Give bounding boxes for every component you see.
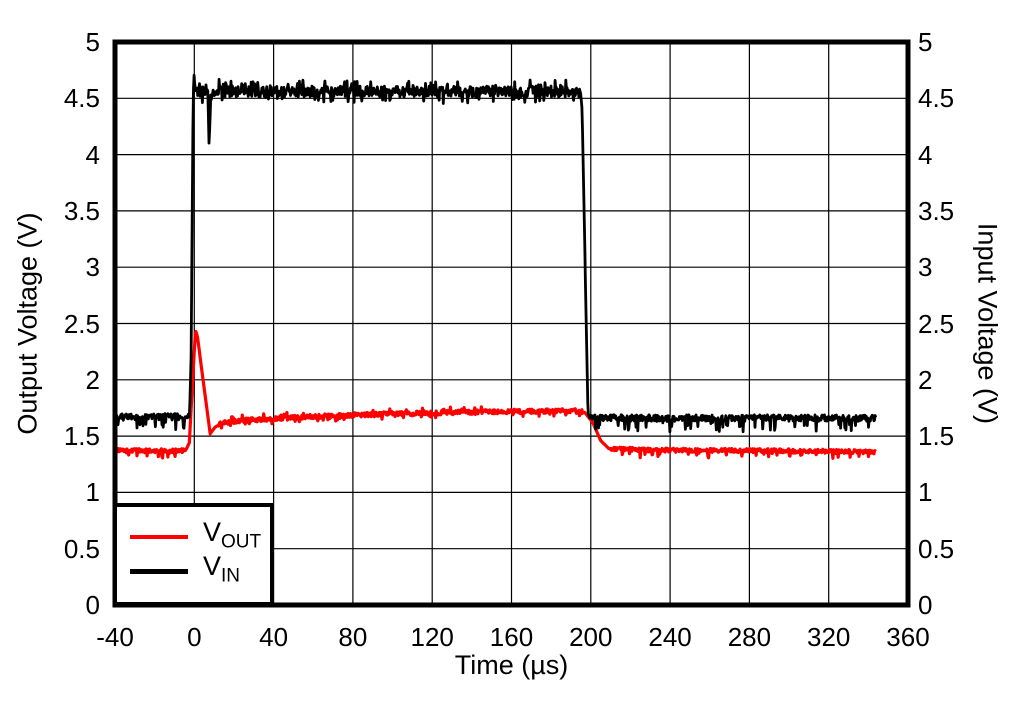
left-y-tick-label: 2.5 bbox=[63, 308, 100, 339]
left-y-tick-label: 2 bbox=[85, 364, 100, 395]
legend-entry-vout: VOUT bbox=[117, 516, 270, 554]
legend-label-vout: VOUT bbox=[203, 516, 262, 553]
plot-border bbox=[112, 39, 911, 608]
right-y-tick-label: 4.5 bbox=[918, 83, 955, 114]
x-tick-label: 160 bbox=[489, 622, 534, 652]
left-y-tick-label: 4 bbox=[85, 139, 100, 170]
right-y-tick-label: 1.5 bbox=[918, 421, 955, 452]
legend-line-swatch-vin bbox=[130, 568, 188, 574]
legend-line-swatch-vout bbox=[130, 535, 188, 539]
x-tick-label: 80 bbox=[338, 622, 368, 652]
right-y-tick-label: 5 bbox=[918, 27, 933, 57]
x-tick-label: -40 bbox=[96, 622, 134, 652]
trace-vin bbox=[113, 73, 878, 434]
right-y-tick-label: 0.5 bbox=[918, 533, 955, 564]
right-y-tick-label: 2.5 bbox=[918, 308, 955, 339]
right-y-tick-label: 3 bbox=[918, 252, 933, 283]
right-y-tick-label: 1 bbox=[918, 477, 933, 508]
left-y-tick-label: 0.5 bbox=[63, 533, 100, 564]
left-y-tick-label: 3 bbox=[85, 252, 100, 283]
x-tick-label: 120 bbox=[410, 622, 454, 652]
legend-entry-vin: VIN bbox=[117, 550, 270, 588]
right-y-tick-label: 0 bbox=[918, 590, 933, 620]
right-y-tick-label: 3.5 bbox=[918, 195, 955, 226]
x-tick-label: 200 bbox=[569, 622, 613, 652]
left-y-tick-label: 1 bbox=[85, 477, 100, 508]
legend-label-vin: VIN bbox=[203, 550, 241, 587]
x-tick-label: 320 bbox=[806, 622, 851, 652]
left-y-tick-label: 4.5 bbox=[63, 83, 100, 114]
trace-vout bbox=[113, 330, 877, 460]
x-axis-title: Time (µs) bbox=[454, 650, 569, 680]
x-tick-label: 280 bbox=[727, 622, 772, 652]
legend: VOUT VIN bbox=[113, 503, 274, 606]
x-tick-label: 360 bbox=[886, 622, 930, 652]
right-y-tick-label: 4 bbox=[918, 139, 933, 170]
left-y-tick-label: 1.5 bbox=[63, 421, 100, 452]
x-tick-label: 240 bbox=[648, 622, 692, 652]
left-y-tick-label: 0 bbox=[85, 590, 100, 620]
left-y-tick-label: 5 bbox=[85, 27, 100, 57]
left-y-tick-label: 3.5 bbox=[63, 195, 100, 226]
x-tick-label: 0 bbox=[187, 622, 202, 652]
x-tick-label: 40 bbox=[259, 622, 289, 652]
right-y-tick-label: 2 bbox=[918, 364, 933, 395]
